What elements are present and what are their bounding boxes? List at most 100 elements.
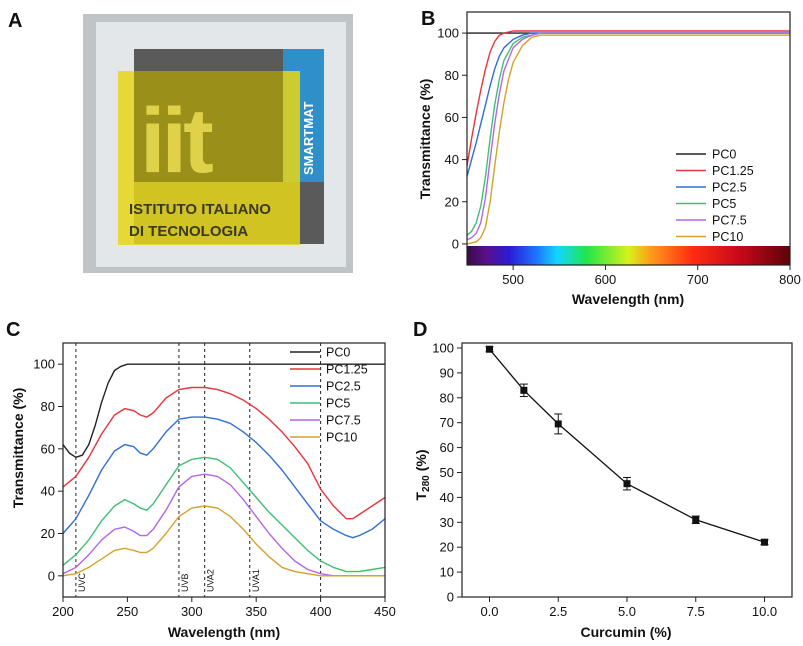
x-tick-label-b: 700 xyxy=(687,272,709,287)
data-point-d xyxy=(761,538,768,546)
y-tick-label-d: 10 xyxy=(440,565,454,580)
x-tick-label-c: 250 xyxy=(117,604,139,619)
legend-label-c: PC1.25 xyxy=(326,363,368,377)
institute-line-1: ISTITUTO ITALIANO xyxy=(129,201,271,218)
series-line-c-pc0 xyxy=(62,363,385,458)
y-axis-label-d-main: T xyxy=(413,492,429,501)
legend-label-c: PC2.5 xyxy=(326,380,361,394)
uv-band-label: UVA1 xyxy=(251,569,261,592)
legend-label-c: PC7.5 xyxy=(326,414,361,428)
x-axis-label-c: Wavelength (nm) xyxy=(168,624,280,640)
x-tick-label-c: 350 xyxy=(245,604,267,619)
x-axis-label-b: Wavelength (nm) xyxy=(572,291,684,307)
y-tick-label-b: 100 xyxy=(437,26,459,41)
y-tick-label-c: 80 xyxy=(41,399,55,414)
y-tick-label-d: 60 xyxy=(440,440,454,455)
x-tick-label-d: 2.5 xyxy=(549,604,567,619)
panel-b-chart: B 500 600 700 800 0 20 40 60 80 100 PC0 PC1.25 PC2.… xyxy=(417,8,801,307)
series-line-b-pc5 xyxy=(466,32,790,237)
legend-label-b: PC1.25 xyxy=(712,164,754,178)
y-tick-label-d: 90 xyxy=(440,365,454,380)
x-tick-label-d: 7.5 xyxy=(687,604,705,619)
panel-label-a: A xyxy=(8,10,22,32)
institute-line-2: DI TECNOLOGIA xyxy=(129,223,248,240)
plot-frame-d xyxy=(461,342,793,598)
legend-label-b: PC7.5 xyxy=(712,214,747,228)
y-tick-label-b: 80 xyxy=(445,68,459,83)
data-point-d xyxy=(692,516,700,524)
series-line-c-pc1-25 xyxy=(62,386,386,520)
uv-band-label: UVA2 xyxy=(206,569,216,592)
x-tick-label-b: 800 xyxy=(779,272,801,287)
y-tick-label-d: 80 xyxy=(440,390,454,405)
series-line-c-pc5 xyxy=(62,456,386,573)
y-axis-label-d-unit: (%) xyxy=(413,449,429,471)
trend-line-d xyxy=(489,348,765,543)
legend-label-c: PC10 xyxy=(326,431,357,445)
legend-label-b: PC5 xyxy=(712,197,736,211)
smartmat-text: SMARTMAT xyxy=(301,102,316,175)
series-line-b-pc7-5 xyxy=(466,32,790,241)
data-point-d xyxy=(486,345,493,353)
panel-a-photo: A SMARTMAT iit ISTITUTO ITALIANO DI TECN… xyxy=(8,10,353,273)
y-tick-label-d: 30 xyxy=(440,515,454,530)
y-axis-label-d: T280 (%) xyxy=(413,449,432,500)
x-tick-label-c: 400 xyxy=(310,604,332,619)
y-tick-label-c: 20 xyxy=(41,526,55,541)
y-tick-label-c: 60 xyxy=(41,441,55,456)
legend-c: PC0 PC1.25 PC2.5 PC5 PC7.5 PC10 xyxy=(290,346,368,445)
y-tick-label-d: 20 xyxy=(440,540,454,555)
y-tick-label-d: 100 xyxy=(432,340,454,355)
panel-d-chart: D 0.0 2.5 5.0 7.5 10.0 0 10 20 30 40 50 60 70 80 90 100… xyxy=(413,319,793,640)
uv-band-label: UVC xyxy=(77,572,87,592)
legend-label-b: PC10 xyxy=(712,230,743,244)
panel-label-c: C xyxy=(6,319,20,341)
y-tick-label-d: 40 xyxy=(440,490,454,505)
film-dark-overlay xyxy=(134,71,283,182)
y-tick-label-b: 60 xyxy=(445,110,459,125)
uv-band-label: UVB xyxy=(180,573,190,592)
y-tick-label-c: 40 xyxy=(41,484,55,499)
plot-frame-b xyxy=(466,11,791,266)
y-tick-label-b: 40 xyxy=(445,152,459,167)
x-tick-label-d: 5.0 xyxy=(618,604,636,619)
series-line-b-pc1-25 xyxy=(466,30,790,167)
y-axis-label-d-sub: 280 xyxy=(421,475,432,492)
x-tick-label-d: 10.0 xyxy=(752,604,777,619)
x-tick-label-d: 0.0 xyxy=(480,604,498,619)
x-tick-label-c: 200 xyxy=(52,604,74,619)
y-tick-label-d: 0 xyxy=(447,590,454,605)
y-tick-label-c: 0 xyxy=(48,568,55,583)
plot-frame-c xyxy=(62,342,386,598)
x-tick-label-b: 600 xyxy=(595,272,617,287)
legend-label-c: PC5 xyxy=(326,397,350,411)
x-tick-label-c: 300 xyxy=(181,604,203,619)
data-point-d xyxy=(623,480,631,488)
panel-c-chart: C UVC UVB UVA2 UVA1 200 250 300 350 400 450 0 20 40… xyxy=(6,319,396,640)
legend-label-c: PC0 xyxy=(326,346,350,360)
y-tick-label-b: 0 xyxy=(452,236,459,251)
y-tick-label-d: 70 xyxy=(440,415,454,430)
iit-logo-text: iit xyxy=(140,90,213,192)
panel-label-b: B xyxy=(421,8,435,30)
legend-b: PC0 PC1.25 PC2.5 PC5 PC7.5 PC10 xyxy=(676,148,754,244)
y-axis-label-b: Transmittance (%) xyxy=(417,79,433,200)
data-point-d xyxy=(554,420,562,428)
series-line-c-pc2-5 xyxy=(62,416,386,539)
series-line-c-pc10 xyxy=(62,505,385,577)
legend-label-b: PC2.5 xyxy=(712,181,747,195)
panel-label-d: D xyxy=(413,319,427,341)
series-line-b-pc2-5 xyxy=(466,32,790,177)
spectrum-bar xyxy=(467,246,790,265)
legend-label-b: PC0 xyxy=(712,148,736,162)
x-tick-label-c: 450 xyxy=(374,604,396,619)
y-axis-label-c: Transmittance (%) xyxy=(10,388,26,509)
series-line-c-pc7-5 xyxy=(62,473,385,577)
y-tick-label-b: 20 xyxy=(445,194,459,209)
x-axis-label-d: Curcumin (%) xyxy=(581,624,672,640)
y-tick-label-c: 100 xyxy=(33,357,55,372)
data-point-d xyxy=(520,386,528,394)
y-tick-label-d: 50 xyxy=(440,465,454,480)
x-tick-label-b: 500 xyxy=(502,272,524,287)
